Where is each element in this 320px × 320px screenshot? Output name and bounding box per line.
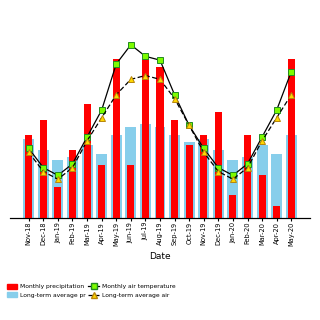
Bar <box>244 135 251 218</box>
Long-term average air <box>245 166 249 170</box>
Long-term average air <box>114 93 118 97</box>
Long-term average air <box>129 77 133 81</box>
Long-term average air <box>202 150 206 154</box>
Bar <box>184 142 195 218</box>
Line: Monthly air temperature: Monthly air temperature <box>26 42 294 179</box>
Long-term average air <box>71 166 75 170</box>
Bar <box>125 127 136 218</box>
Long-term average air <box>158 77 162 81</box>
X-axis label: Date: Date <box>149 252 171 261</box>
Legend: Monthly precipitation, Long-term average pr, Monthly air temperature, Long-term : Monthly precipitation, Long-term average… <box>7 284 175 298</box>
Bar <box>228 160 238 218</box>
Monthly air temperature <box>245 162 249 166</box>
Long-term average air <box>85 139 89 143</box>
Bar <box>69 150 76 218</box>
Bar <box>52 160 63 218</box>
Bar <box>142 59 149 218</box>
Monthly air temperature <box>114 62 118 66</box>
Line: Long-term average air: Long-term average air <box>26 72 294 182</box>
Bar <box>186 145 193 218</box>
Long-term average air <box>231 177 235 181</box>
Monthly air temperature <box>129 43 133 47</box>
Bar <box>111 135 122 218</box>
Bar <box>286 135 297 218</box>
Monthly air temperature <box>231 173 235 177</box>
Bar <box>54 188 61 218</box>
Monthly air temperature <box>187 124 191 127</box>
Monthly air temperature <box>216 166 220 170</box>
Bar <box>171 120 178 218</box>
Long-term average air <box>216 170 220 173</box>
Bar <box>25 135 32 218</box>
Monthly air temperature <box>289 70 293 74</box>
Bar <box>84 104 91 218</box>
Long-term average air <box>56 177 60 181</box>
Bar <box>96 154 107 218</box>
Bar <box>67 157 78 218</box>
Long-term average air <box>187 124 191 127</box>
Monthly air temperature <box>56 173 60 177</box>
Long-term average air <box>173 97 177 100</box>
Long-term average air <box>289 93 293 97</box>
Bar <box>155 127 165 218</box>
Monthly air temperature <box>173 93 177 97</box>
Long-term average air <box>100 116 104 120</box>
Bar <box>113 59 120 218</box>
Bar <box>229 195 236 218</box>
Monthly air temperature <box>71 162 75 166</box>
Bar <box>242 157 253 218</box>
Monthly air temperature <box>275 108 279 112</box>
Monthly air temperature <box>260 135 264 139</box>
Monthly air temperature <box>143 54 147 58</box>
Bar <box>198 139 209 218</box>
Bar <box>273 205 280 218</box>
Monthly air temperature <box>202 147 206 150</box>
Long-term average air <box>260 139 264 143</box>
Bar <box>215 112 222 218</box>
Bar <box>288 59 295 218</box>
Bar <box>156 67 164 218</box>
Long-term average air <box>41 170 45 173</box>
Long-term average air <box>143 74 147 77</box>
Monthly air temperature <box>41 166 45 170</box>
Bar <box>98 165 105 218</box>
Monthly air temperature <box>158 58 162 62</box>
Bar <box>40 120 47 218</box>
Bar <box>271 154 282 218</box>
Bar <box>259 175 266 218</box>
Long-term average air <box>275 116 279 120</box>
Monthly air temperature <box>100 108 104 112</box>
Bar <box>140 124 151 218</box>
Monthly air temperature <box>27 147 31 150</box>
Bar <box>82 145 92 218</box>
Bar <box>169 135 180 218</box>
Bar <box>257 145 268 218</box>
Bar <box>23 139 34 218</box>
Bar <box>127 165 134 218</box>
Monthly air temperature <box>85 135 89 139</box>
Bar <box>200 135 207 218</box>
Bar <box>213 150 224 218</box>
Bar <box>38 150 49 218</box>
Long-term average air <box>27 150 31 154</box>
